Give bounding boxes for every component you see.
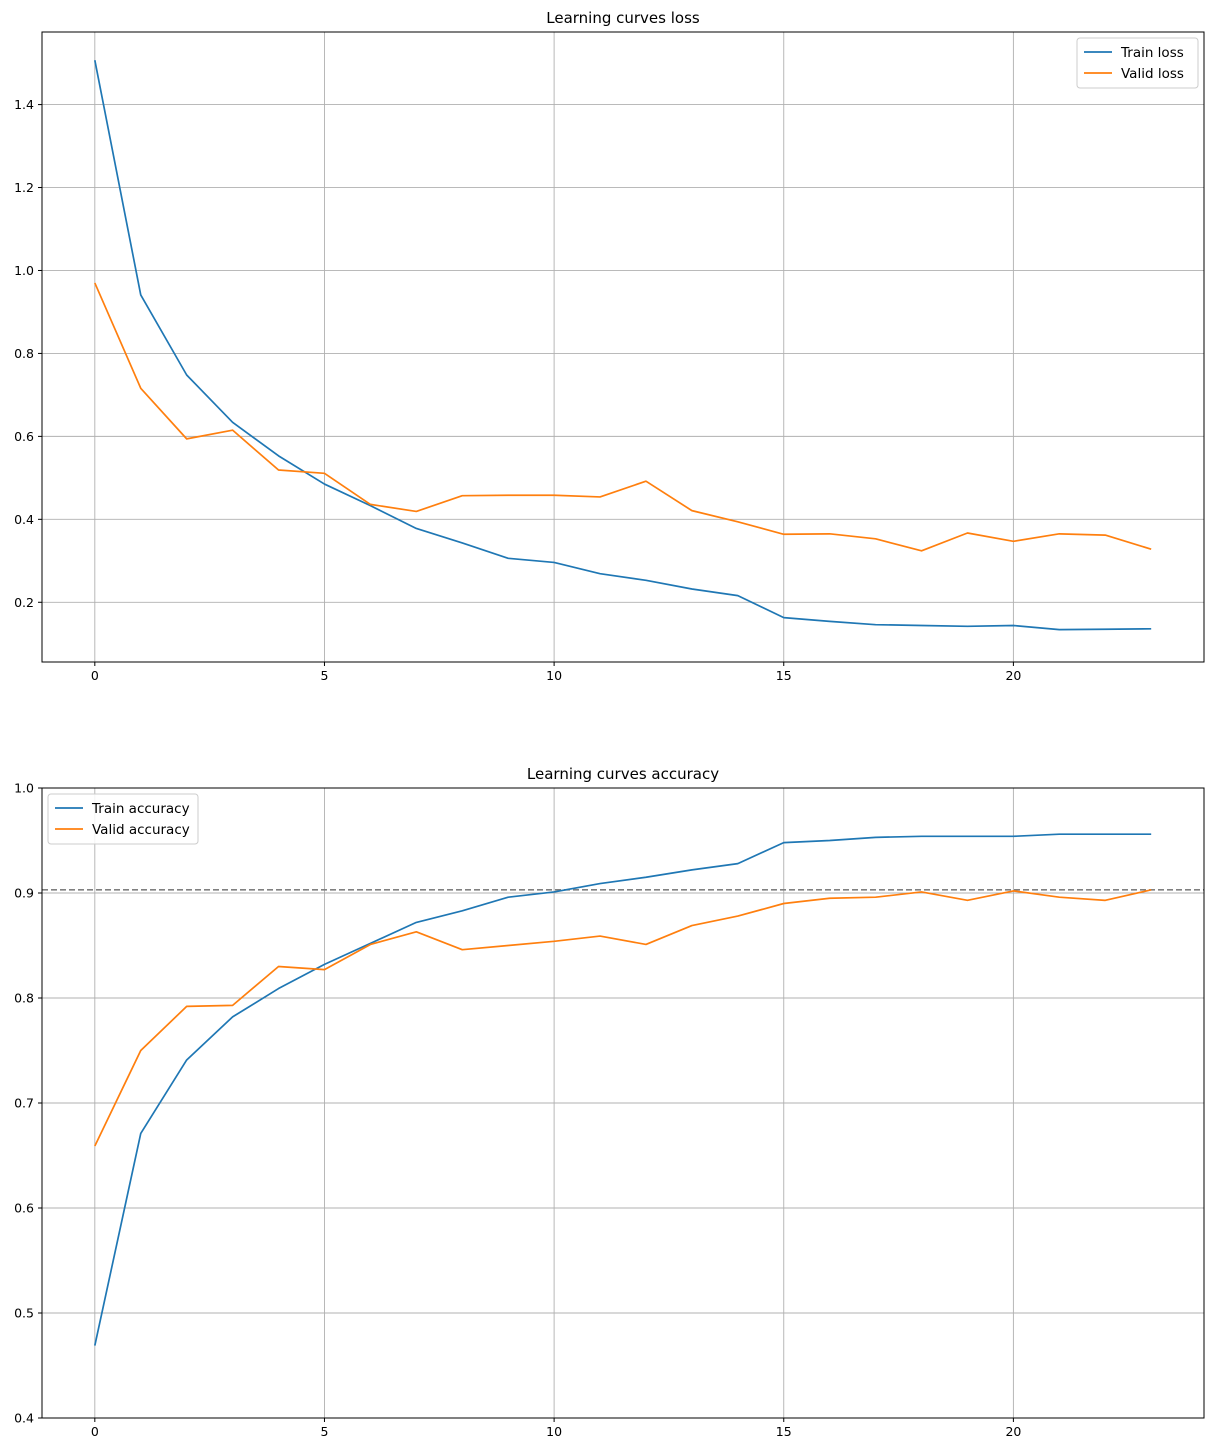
- y-tick-label: 1.2: [14, 180, 34, 195]
- y-tick-label: 0.9: [14, 886, 34, 901]
- accuracy-chart: 0 5 10 15 20 0.4 0.5 0.6 0.7 0.8 0.9 1.0 Learning cu…: [14, 765, 1205, 1439]
- y-tick-label: 0.5: [14, 1306, 34, 1321]
- series-line-valid-accuracy: [94, 889, 1152, 1147]
- y-tick-label: 0.6: [14, 429, 34, 444]
- x-tick-label: 0: [91, 1424, 99, 1439]
- x-tick-label: 10: [546, 668, 562, 683]
- chart-title: Learning curves loss: [546, 9, 700, 27]
- y-tick-label: 1.4: [14, 97, 34, 112]
- y-tick-label: 1.0: [14, 263, 34, 278]
- y-tick-label: 1.0: [14, 781, 34, 796]
- y-tick-label: 0.8: [14, 346, 34, 361]
- legend-label: Valid accuracy: [92, 822, 190, 838]
- y-tick-label: 0.7: [14, 1096, 34, 1111]
- x-tick-label: 10: [546, 1424, 562, 1439]
- legend-box: [47, 793, 199, 845]
- x-tick-label: 0: [91, 668, 99, 683]
- x-tick-label: 5: [320, 1424, 328, 1439]
- chart-title: Learning curves accuracy: [527, 765, 719, 783]
- axes-frame: [41, 31, 1205, 663]
- y-tick-label: 0.4: [14, 512, 34, 527]
- x-tick-label: 20: [1005, 668, 1021, 683]
- x-tick-label: 20: [1005, 1424, 1021, 1439]
- series-line-train-loss: [93, 60, 1152, 631]
- series-line-train-accuracy: [93, 833, 1152, 1346]
- legend-label: Valid loss: [1121, 66, 1184, 82]
- series-line-valid-loss: [94, 282, 1152, 552]
- y-tick-label: 0.2: [14, 595, 34, 610]
- y-tick-label: 0.4: [14, 1411, 34, 1426]
- y-tick-label: 0.8: [14, 991, 34, 1006]
- x-tick-label: 15: [776, 1424, 792, 1439]
- x-tick-label: 15: [776, 668, 792, 683]
- y-tick-label: 0.6: [14, 1201, 34, 1216]
- legend-box: [1076, 37, 1199, 89]
- legend-label: Train loss: [1120, 45, 1184, 61]
- x-tick-label: 5: [320, 668, 328, 683]
- legend-label: Train accuracy: [91, 801, 190, 817]
- loss-chart: 0 5 10 15 20 0.2 0.4 0.6 0.8 1.0 1.2 1.4 Learning cu…: [14, 9, 1205, 683]
